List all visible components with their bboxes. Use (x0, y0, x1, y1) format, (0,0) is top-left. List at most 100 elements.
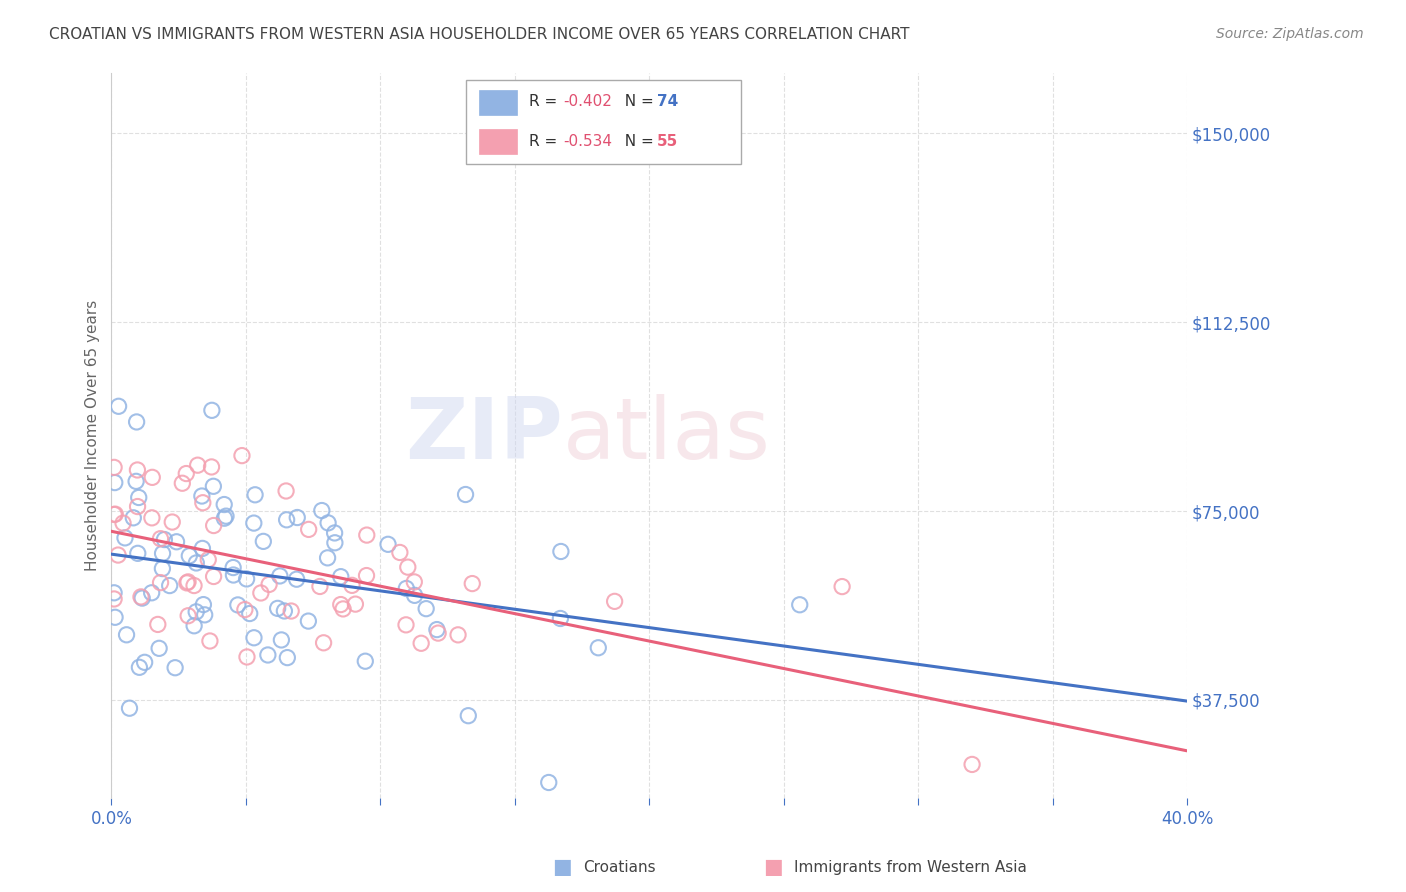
Point (461, 576, 484, 591)
Point (377, 537, 399, 551)
Point (125, 415, 148, 429)
Text: R =: R = (529, 135, 562, 149)
Point (183, 619, 205, 633)
Point (415, 601, 437, 615)
Point (176, 575, 198, 590)
Point (309, 579, 332, 593)
Point (191, 541, 214, 556)
Point (186, 556, 208, 570)
Text: Source: ZipAtlas.com: Source: ZipAtlas.com (1216, 27, 1364, 41)
Point (191, 489, 214, 503)
Point (332, 602, 354, 616)
Text: ■: ■ (553, 857, 572, 877)
Point (127, 500, 149, 514)
Point (172, 476, 194, 491)
Point (179, 549, 201, 563)
Point (243, 516, 266, 530)
Point (411, 636, 433, 650)
Point (266, 601, 288, 615)
Point (129, 590, 152, 604)
Point (165, 661, 187, 675)
Text: N =: N = (614, 135, 658, 149)
Point (149, 575, 172, 590)
Point (149, 532, 172, 546)
Point (214, 511, 236, 525)
Point (148, 641, 170, 656)
Point (141, 470, 163, 484)
Point (457, 708, 479, 723)
Point (177, 608, 200, 623)
Point (198, 634, 221, 648)
Point (107, 399, 129, 413)
Point (194, 607, 217, 622)
Point (323, 525, 346, 540)
Point (233, 602, 256, 616)
Point (153, 533, 176, 547)
Point (134, 656, 156, 670)
Point (191, 496, 214, 510)
Point (252, 534, 274, 549)
Point (231, 449, 253, 463)
Point (537, 775, 560, 789)
Point (329, 569, 352, 583)
Point (150, 561, 173, 575)
Point (427, 626, 450, 640)
Point (104, 610, 127, 624)
Text: ZIP: ZIP (405, 394, 564, 477)
Point (354, 654, 377, 668)
Point (118, 701, 141, 715)
Point (103, 586, 125, 600)
Point (340, 578, 363, 592)
Point (312, 636, 335, 650)
Point (174, 467, 197, 481)
Point (235, 572, 257, 586)
Point (103, 460, 125, 475)
Point (454, 487, 477, 501)
Point (329, 598, 352, 612)
FancyBboxPatch shape (479, 128, 517, 154)
Text: Croatians: Croatians (583, 860, 657, 874)
Point (285, 510, 308, 524)
Point (193, 598, 215, 612)
Point (395, 618, 418, 632)
Point (202, 569, 225, 583)
Point (257, 648, 280, 662)
Point (276, 650, 298, 665)
Point (202, 479, 225, 493)
Point (323, 535, 346, 549)
Point (270, 632, 292, 647)
Y-axis label: Householder Income Over 65 years: Householder Income Over 65 years (86, 300, 100, 571)
Point (222, 568, 245, 582)
Text: 74: 74 (657, 95, 678, 110)
Point (187, 458, 209, 473)
Point (311, 503, 333, 517)
Point (115, 628, 138, 642)
Point (104, 475, 127, 490)
Point (603, 594, 626, 608)
Text: -0.402: -0.402 (564, 95, 612, 110)
Point (112, 516, 135, 530)
Point (404, 588, 426, 602)
Point (344, 597, 367, 611)
Text: N =: N = (614, 95, 658, 110)
Point (122, 511, 145, 525)
Point (276, 513, 298, 527)
Point (200, 459, 222, 474)
Point (396, 560, 419, 574)
Text: 55: 55 (657, 135, 678, 149)
Point (103, 508, 125, 522)
Text: R =: R = (529, 95, 562, 110)
Point (236, 649, 259, 664)
Point (298, 523, 321, 537)
Point (274, 483, 297, 498)
Point (103, 591, 125, 606)
Point (356, 568, 378, 582)
Point (131, 591, 153, 606)
Point (177, 574, 200, 589)
Point (426, 623, 449, 637)
Point (269, 569, 291, 583)
Point (201, 403, 224, 417)
Point (186, 605, 208, 619)
Text: atlas: atlas (564, 394, 772, 477)
Point (356, 528, 378, 542)
